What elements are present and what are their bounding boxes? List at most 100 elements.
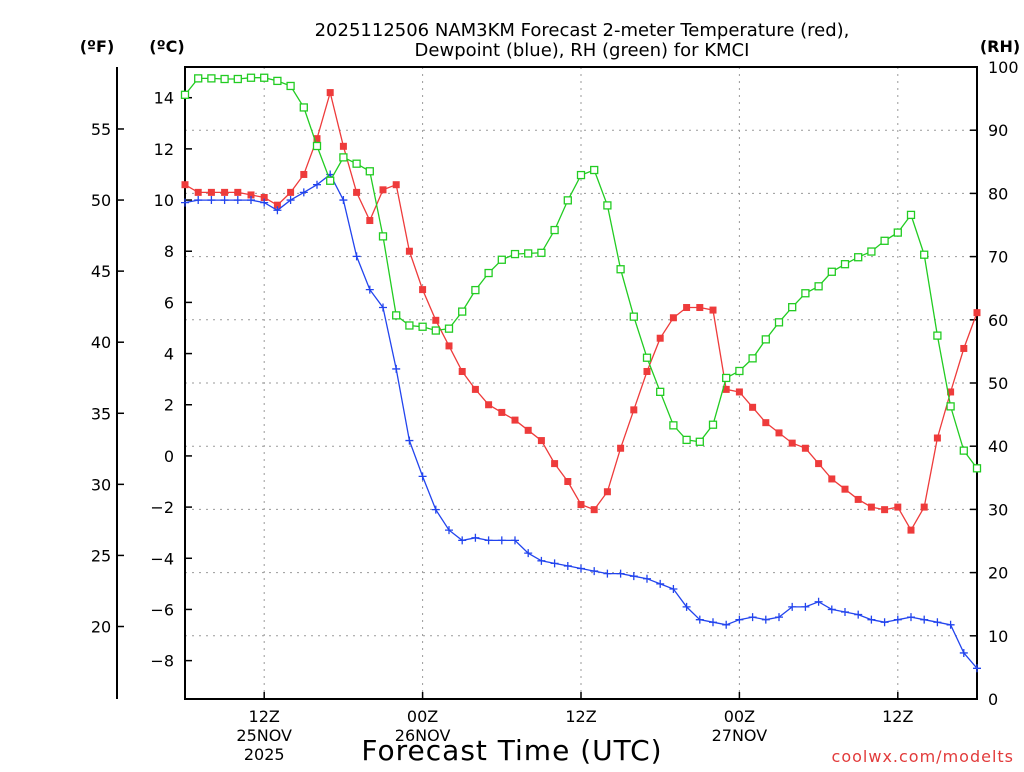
rh-point — [642, 353, 652, 362]
rh-point — [972, 464, 982, 473]
dewpoint-point — [616, 569, 625, 578]
dewpoint-point — [194, 196, 203, 205]
rh-point — [431, 326, 440, 335]
dewpoint-point — [867, 615, 876, 624]
dewpoint-point — [590, 567, 599, 576]
dewpoint-point — [854, 610, 863, 619]
temperature-point — [339, 142, 347, 150]
rh-point — [669, 421, 678, 430]
rh-point — [326, 176, 335, 185]
rh-point — [207, 74, 216, 83]
dewpoint-point — [511, 536, 519, 545]
temperature-point — [524, 426, 532, 434]
temperature-point — [933, 434, 941, 442]
rh-point — [893, 228, 902, 237]
temperature-point — [273, 201, 281, 209]
rh-point — [458, 307, 467, 316]
dewpoint-line — [184, 173, 978, 669]
tick-labels: 555045403530252014121086420−2−4−6−810090… — [91, 58, 1019, 764]
rh-point — [444, 324, 454, 333]
temperature-point — [537, 437, 545, 445]
rh-point — [524, 249, 533, 258]
temperature-point — [432, 316, 440, 324]
temperature-point — [656, 334, 664, 342]
temperature-point — [841, 485, 849, 493]
x-tick-label: 12Z — [565, 707, 596, 726]
temperature-point — [366, 217, 374, 225]
rh-point — [616, 265, 625, 274]
celsius-tick-label: 8 — [164, 242, 174, 261]
temperature-point — [801, 444, 809, 452]
dewpoint-point — [392, 364, 401, 373]
dewpoint-point — [801, 602, 810, 611]
rh-tick-label: 60 — [988, 311, 1008, 330]
rh-tick-label: 0 — [988, 690, 998, 709]
temperature-point — [617, 444, 625, 452]
rh-tick-label: 20 — [988, 564, 1008, 583]
celsius-tick-label: 0 — [164, 447, 174, 466]
temperature-point — [828, 475, 836, 483]
temperature-point — [313, 135, 321, 143]
dewpoint-point — [484, 536, 493, 545]
rh-point — [378, 232, 388, 241]
temperature-point — [788, 439, 796, 447]
dewpoint-point — [247, 196, 255, 205]
temperature-point — [907, 526, 915, 534]
dewpoint-point — [563, 561, 572, 570]
temperature-point — [643, 367, 651, 375]
x-tick-label: 27NOV — [712, 726, 768, 745]
rh-tick-label: 40 — [988, 437, 1008, 456]
data-series — [180, 73, 982, 673]
celsius-tick-label: −6 — [150, 600, 174, 619]
fahrenheit-tick-label: 30 — [91, 475, 111, 494]
celsius-tick-label: 12 — [154, 140, 174, 159]
temperature-point — [551, 460, 559, 468]
rh-point — [405, 321, 414, 330]
temperature-point — [722, 385, 730, 393]
fahrenheit-tick-label: 50 — [91, 191, 111, 210]
dewpoint-point — [827, 605, 836, 614]
celsius-tick-label: 6 — [164, 293, 174, 312]
dewpoint-point — [339, 196, 348, 205]
rh-tick-label: 70 — [988, 248, 1008, 267]
celsius-tick-label: 14 — [154, 89, 174, 108]
temperature-point — [867, 503, 875, 511]
temperature-point — [683, 304, 691, 312]
rh-point — [246, 73, 256, 82]
rh-point — [510, 249, 520, 259]
rh-point — [867, 247, 876, 256]
rh-axis-unit: (RH) — [980, 37, 1020, 56]
rh-point — [194, 74, 203, 83]
dewpoint-point — [629, 572, 638, 581]
rh-tick-label: 10 — [988, 627, 1008, 646]
dewpoint-point — [418, 472, 427, 481]
dewpoint-point — [365, 285, 374, 294]
rh-point — [392, 311, 401, 320]
rh-point — [352, 159, 361, 168]
temperature-point — [973, 309, 981, 317]
x-tick-label: 12Z — [882, 707, 913, 726]
dewpoint-point — [352, 252, 361, 261]
dewpoint-point — [233, 196, 242, 205]
rh-point — [840, 260, 850, 269]
temperature-point — [815, 460, 823, 468]
temperature-point — [920, 503, 928, 511]
temperature-point — [854, 495, 862, 503]
celsius-tick-label: 4 — [164, 345, 174, 364]
rh-point — [959, 446, 968, 455]
rh-point — [827, 267, 836, 276]
rh-point — [735, 366, 744, 376]
x-tick-label: 26NOV — [395, 726, 451, 745]
rh-point — [273, 76, 282, 86]
x-tick-label: 00Z — [407, 707, 438, 726]
fahrenheit-tick-label: 25 — [91, 546, 111, 565]
rh-point — [788, 303, 797, 312]
axes — [116, 66, 978, 700]
rh-tick-label: 100 — [988, 58, 1019, 77]
temperature-point — [590, 506, 598, 514]
dewpoint-point — [497, 536, 506, 545]
rh-point — [656, 387, 665, 396]
temperature-point — [260, 193, 268, 201]
